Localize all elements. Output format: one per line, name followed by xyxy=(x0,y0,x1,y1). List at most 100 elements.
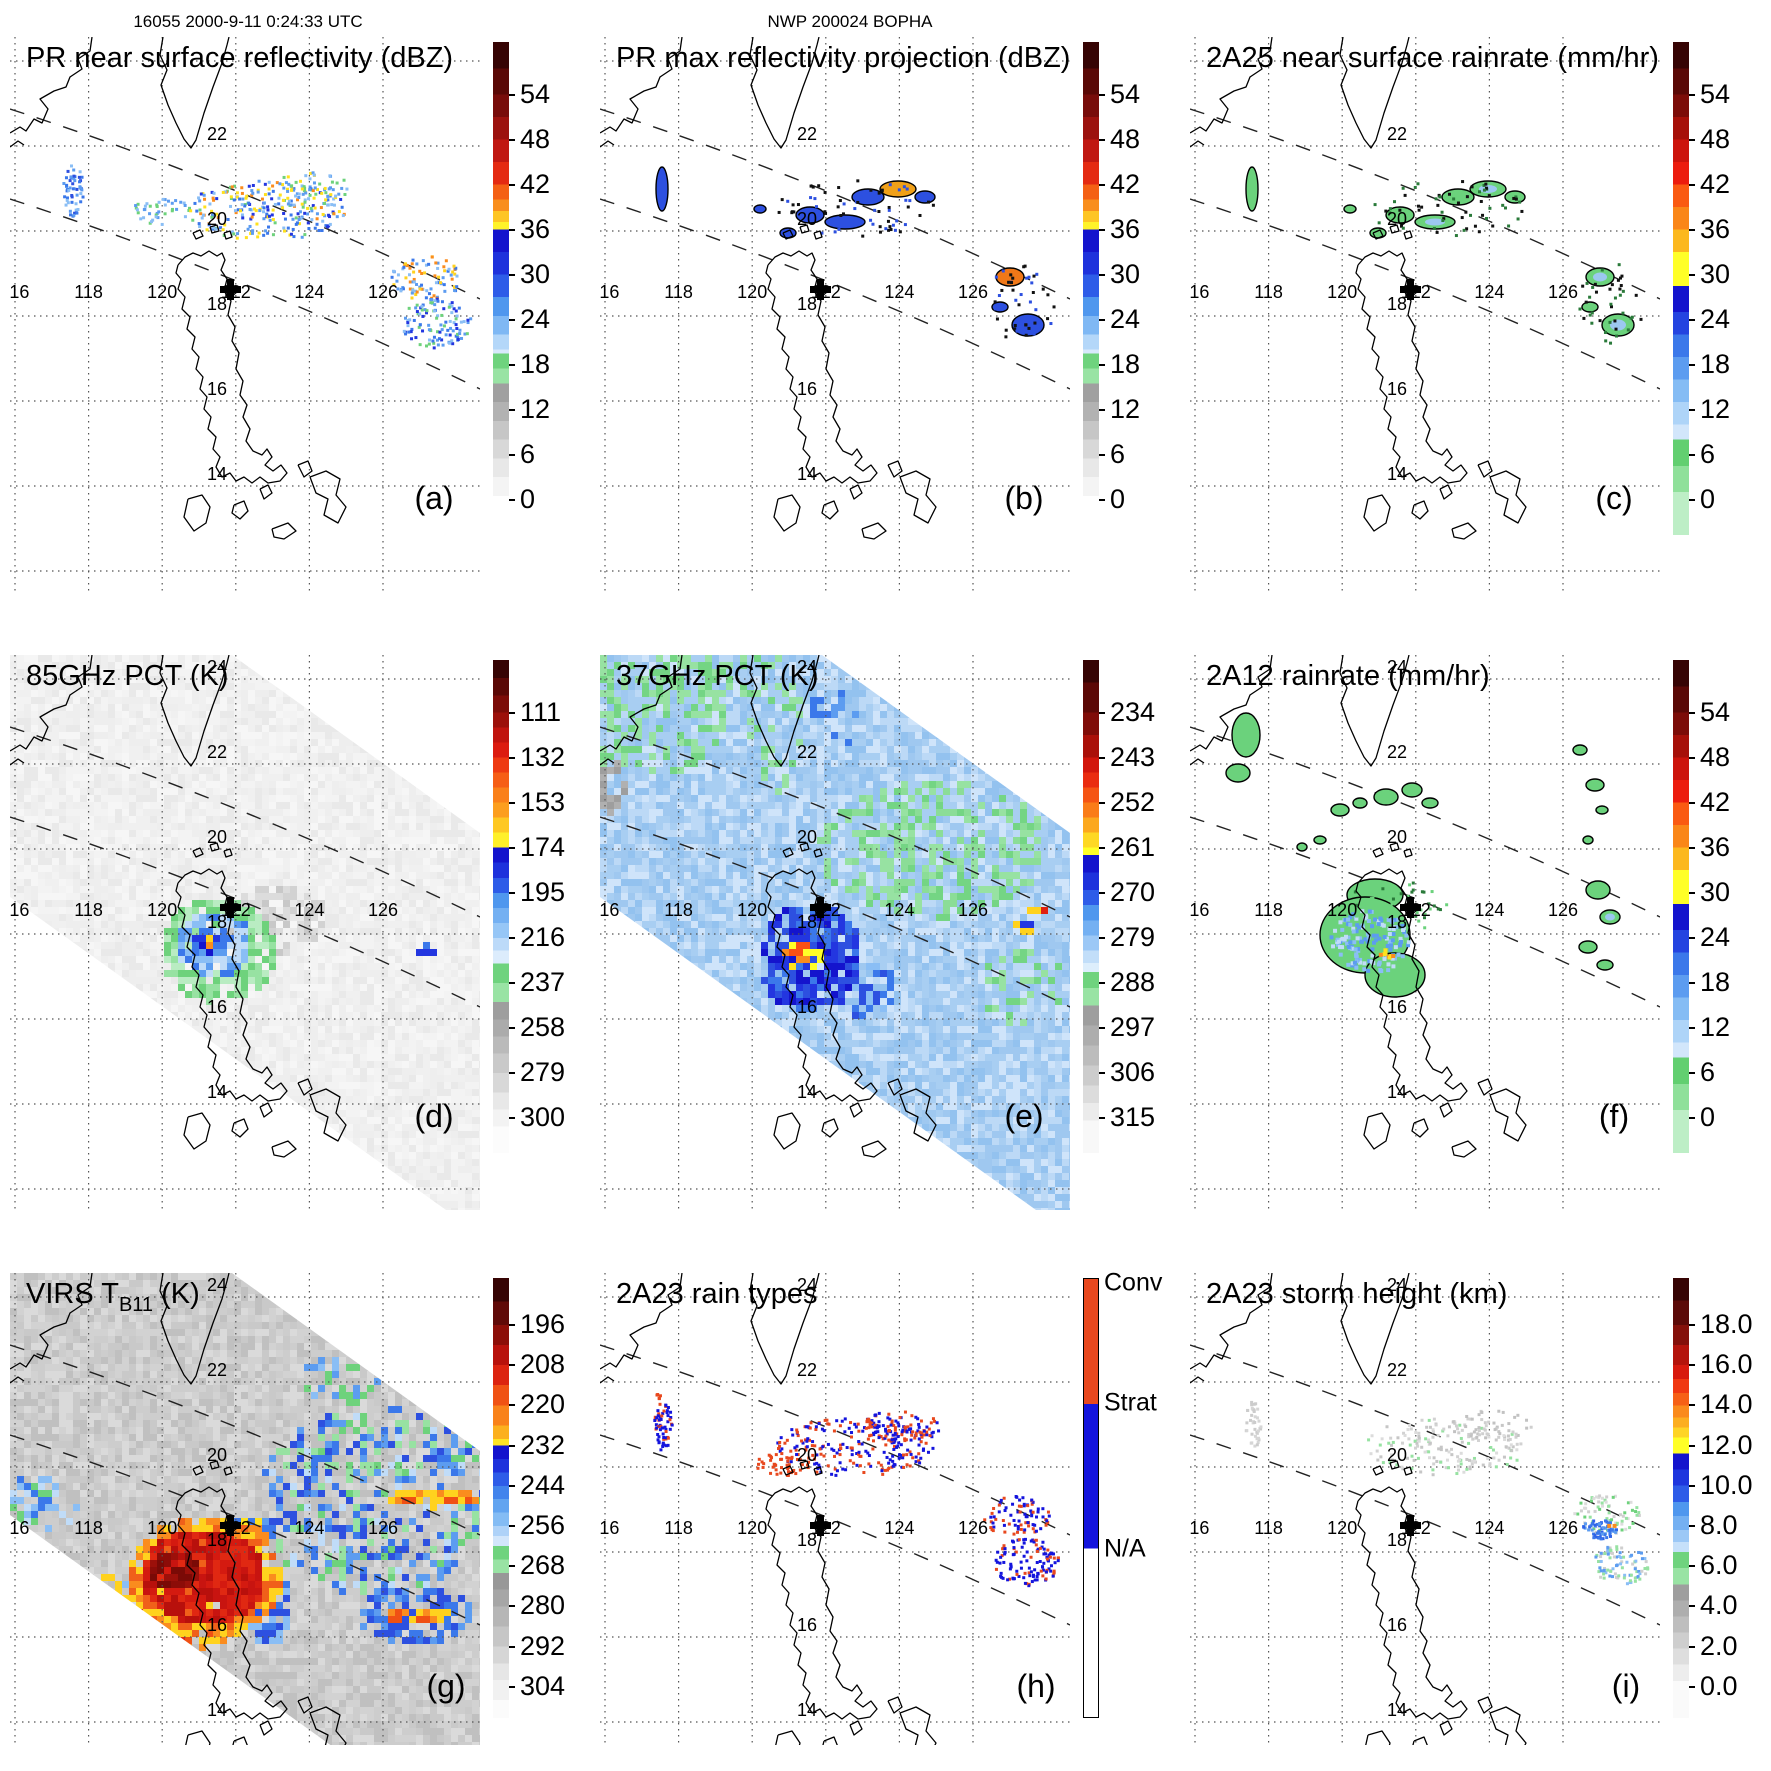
colorbar-gradient xyxy=(493,660,509,1153)
lon-label: 118 xyxy=(664,282,693,302)
storm-center-cross xyxy=(1400,1515,1421,1536)
lat-label: 20 xyxy=(1387,827,1407,847)
lon-label: 118 xyxy=(1254,1518,1283,1538)
lat-label: 16 xyxy=(1387,379,1407,399)
lat-label: 20 xyxy=(207,209,227,229)
map-e: 116 118 120 122 124 126 24 22 20 18 16 14 37GHz PCT … xyxy=(600,655,1070,1210)
lon-label: 126 xyxy=(1548,900,1578,920)
lon-label: 124 xyxy=(884,282,914,302)
lon-label: 116 xyxy=(1190,1518,1209,1538)
lon-label: 122 xyxy=(811,1518,841,1538)
lon-label: 124 xyxy=(884,900,914,920)
swath-edge-lines xyxy=(1190,726,1660,1008)
lon-label: 126 xyxy=(368,1518,398,1538)
lat-label: 18 xyxy=(1387,1530,1407,1550)
lat-label: 22 xyxy=(207,742,227,762)
colorbar-category-label: Strat xyxy=(1104,1388,1157,1417)
panel-b: 116 118 120 122 124 126 22 20 18 16 14 PR max refle… xyxy=(600,37,1180,602)
lon-label: 118 xyxy=(1254,282,1283,302)
colorbar-category-label: Conv xyxy=(1104,1268,1163,1297)
lat-label: 16 xyxy=(797,379,817,399)
coastlines xyxy=(1190,1273,1527,1745)
swath-edge-lines xyxy=(10,1344,480,1626)
lat-label: 24 xyxy=(797,1275,817,1295)
lat-label: 24 xyxy=(207,1275,227,1295)
map-g: 116 118 120 122 124 126 24 22 20 18 16 14 VIRS TB11 … xyxy=(10,1273,480,1745)
map-a: 116 118 120 122 124 126 22 20 18 16 14 PR near surf… xyxy=(10,37,480,592)
lon-label: 116 xyxy=(10,900,29,920)
storm-center-cross xyxy=(810,897,831,918)
colorbar-gradient xyxy=(1673,660,1689,1153)
panel-e: 116 118 120 122 124 126 24 22 20 18 16 14 37GHz PCT … xyxy=(600,655,1180,1220)
lat-label: 18 xyxy=(797,1530,817,1550)
lon-label: 118 xyxy=(664,1518,693,1538)
graticule xyxy=(1190,1273,1660,1745)
panel-letter-f: (f) xyxy=(1599,1098,1629,1134)
lat-label: 16 xyxy=(1387,1615,1407,1635)
panel-title-i: 2A23 storm height (km) xyxy=(1206,1278,1507,1310)
map-d: 116 118 120 122 124 126 24 22 20 18 16 14 85GHz PCT … xyxy=(10,655,480,1210)
lon-label: 116 xyxy=(600,1518,619,1538)
lat-label: 20 xyxy=(1387,1445,1407,1465)
colorbar-i: 18.0 16.0 14.0 12.0 10.0 8.0 6.0 4.0 2.0 0.0 xyxy=(1673,1278,1753,1718)
lat-label: 24 xyxy=(1387,657,1407,677)
lon-label: 126 xyxy=(958,900,988,920)
panel-title-h: 2A23 rain types xyxy=(616,1278,818,1310)
lon-label: 120 xyxy=(1327,900,1357,920)
lon-label: 126 xyxy=(368,900,398,920)
panel-letter-b: (b) xyxy=(1004,480,1043,516)
lat-label: 18 xyxy=(207,294,227,314)
lon-label: 126 xyxy=(958,282,988,302)
panel-letter-c: (c) xyxy=(1595,480,1632,516)
lon-label: 126 xyxy=(368,282,398,302)
map-f: 116 118 120 122 124 126 24 22 20 18 16 14 2A12 rainr… xyxy=(1190,655,1660,1210)
lat-label: 24 xyxy=(1387,1275,1407,1295)
graticule xyxy=(1190,37,1660,592)
colorbar-gradient xyxy=(1083,660,1099,1153)
panel-title-e: 37GHz PCT (K) xyxy=(616,660,819,692)
colorbar-a: 54 48 42 36 30 24 18 12 6 0 xyxy=(493,42,550,535)
lat-label: 22 xyxy=(207,1360,227,1380)
rain-feature-blobs xyxy=(1245,166,1635,337)
colorbar-gradient xyxy=(493,42,509,535)
lat-label: 16 xyxy=(797,1615,817,1635)
lat-label: 22 xyxy=(797,742,817,762)
lon-label: 120 xyxy=(147,282,177,302)
lon-label: 120 xyxy=(1327,1518,1357,1538)
data-speckles xyxy=(62,164,473,350)
lat-label: 14 xyxy=(797,464,817,484)
storm-center-cross xyxy=(1400,279,1421,300)
lon-label: 122 xyxy=(221,282,251,302)
lat-label: 14 xyxy=(207,1700,227,1720)
lat-label: 20 xyxy=(797,209,817,229)
lat-label: 20 xyxy=(207,827,227,847)
panel-letter-e: (e) xyxy=(1004,1098,1043,1134)
panel-f: 116 118 120 122 124 126 24 22 20 18 16 14 2A12 rainr… xyxy=(1190,655,1770,1220)
coastlines xyxy=(10,655,347,1158)
lon-label: 120 xyxy=(1327,282,1357,302)
lon-label: 120 xyxy=(147,1518,177,1538)
panel-title-a: PR near surface reflectivity (dBZ) xyxy=(26,42,453,74)
map-h: 116 118 120 122 124 126 24 22 20 18 16 14 2A23 rain … xyxy=(600,1273,1070,1745)
panel-letter-i: (i) xyxy=(1612,1668,1640,1704)
swath-edge-lines xyxy=(1190,108,1660,390)
lon-label: 118 xyxy=(1254,900,1283,920)
lat-label: 22 xyxy=(1387,1360,1407,1380)
lon-label: 118 xyxy=(74,1518,103,1538)
lat-label: 16 xyxy=(207,997,227,1017)
data-speckles xyxy=(777,179,1056,339)
lat-label: 16 xyxy=(797,997,817,1017)
lat-label: 18 xyxy=(797,912,817,932)
colorbar-gradient xyxy=(1673,42,1689,535)
panel-i: 116 118 120 122 124 126 24 22 20 18 16 14 2A23 storm… xyxy=(1190,1273,1770,1755)
lon-label: 116 xyxy=(600,282,619,302)
storm-center-cross xyxy=(220,279,241,300)
lat-label: 24 xyxy=(207,657,227,677)
lon-label: 122 xyxy=(1401,1518,1431,1538)
lat-label: 14 xyxy=(207,464,227,484)
panel-letter-g: (g) xyxy=(426,1668,465,1704)
graticule xyxy=(10,1273,480,1745)
lon-label: 124 xyxy=(884,1518,914,1538)
colorbar-c: 54 48 42 36 30 24 18 12 6 0 xyxy=(1673,42,1730,535)
